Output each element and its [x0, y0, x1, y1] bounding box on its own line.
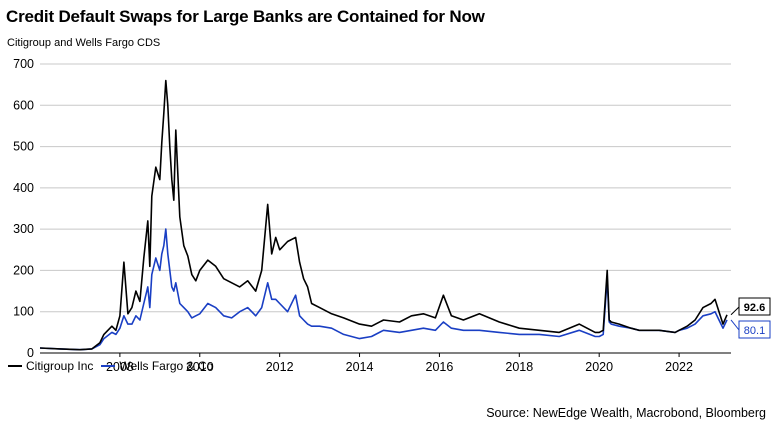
xtick-label-2020: 2020 [585, 360, 613, 374]
ytick-label-100: 100 [13, 305, 34, 319]
ytick-label-600: 600 [13, 98, 34, 112]
chart-subtitle: Citigroup and Wells Fargo CDS [7, 37, 161, 49]
ytick-label-500: 500 [13, 140, 34, 154]
end-label-citi-value: 92.6 [744, 302, 765, 314]
xtick-label-2012: 2012 [266, 360, 294, 374]
ytick-label-700: 700 [13, 57, 34, 71]
x-axis-ticks: 2008 2010 2012 2014 2016 2018 2020 2022 [106, 353, 693, 374]
grid-layer [40, 63, 731, 354]
ytick-label-400: 400 [13, 181, 34, 195]
series-layer [39, 79, 728, 351]
xtick-label-2018: 2018 [505, 360, 533, 374]
xtick-label-2010: 2010 [186, 360, 214, 374]
end-label-citi-leader [730, 306, 740, 316]
legend-label-wells: Wells Fargo & Co [119, 359, 214, 373]
y-axis-ticks: 0 100 200 300 400 500 600 700 [13, 57, 34, 360]
xtick-label-2008: 2008 [106, 360, 134, 374]
end-label-wells: 80.1 [730, 319, 771, 339]
ytick-label-300: 300 [13, 222, 34, 236]
chart-title: Credit Default Swaps for Large Banks are… [6, 7, 485, 26]
legend-item-citi: Citigroup Inc [8, 359, 93, 373]
ytick-label-200: 200 [13, 263, 34, 277]
series-line-wells-fargo [39, 228, 728, 351]
end-label-citi: 92.6 [730, 297, 771, 316]
xtick-label-2022: 2022 [665, 360, 693, 374]
legend-swatch-citi [8, 365, 22, 367]
xtick-label-2014: 2014 [346, 360, 374, 374]
series-line-citigroup [39, 79, 728, 351]
xtick-label-2016: 2016 [426, 360, 454, 374]
ytick-label-0: 0 [27, 346, 34, 360]
end-label-wells-leader [730, 319, 740, 331]
source-note: Source: NewEdge Wealth, Macrobond, Bloom… [486, 406, 766, 420]
end-label-wells-value: 80.1 [744, 325, 765, 337]
legend: Citigroup Inc Wells Fargo & Co [8, 359, 221, 373]
legend-item-wells: Wells Fargo & Co [101, 359, 213, 373]
end-label-citi-box [738, 297, 771, 316]
legend-label-citi: Citigroup Inc [26, 359, 94, 373]
end-labels: 92.6 80.1 [730, 297, 771, 339]
legend-swatch-wells [101, 365, 116, 367]
